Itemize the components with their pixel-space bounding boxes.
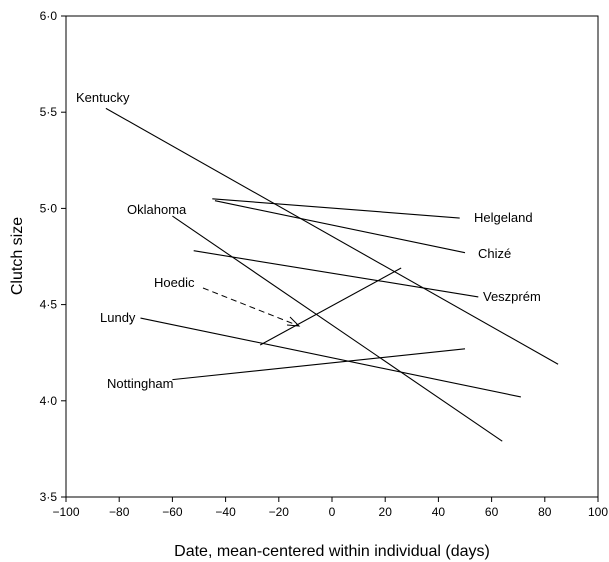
x-tick-label: 100 bbox=[588, 505, 608, 519]
series-line-chize bbox=[214, 200, 466, 254]
y-tick-label: 5·5 bbox=[40, 105, 58, 119]
y-tick-label: 5·0 bbox=[40, 201, 58, 215]
annotations bbox=[202, 287, 301, 327]
y-tick-label: 6·0 bbox=[40, 9, 58, 23]
series-line-oklahoma bbox=[172, 215, 503, 442]
series-label-nottingham: Nottingham bbox=[107, 376, 173, 391]
series-line-nottingham bbox=[172, 348, 466, 381]
series-line-lundy bbox=[140, 317, 521, 398]
series-line-hoedic bbox=[259, 267, 402, 346]
x-axis-title: Date, mean-centered within individual (d… bbox=[174, 543, 490, 560]
series-label-kentucky: Kentucky bbox=[76, 90, 130, 105]
y-axis: 3·5 4·0 4·5 5·0 5·5 6·0 bbox=[40, 9, 66, 504]
hoedic-arrow bbox=[202, 287, 300, 327]
x-tick-label: 80 bbox=[538, 505, 552, 519]
x-tick-label: 20 bbox=[379, 505, 393, 519]
x-tick-label: 60 bbox=[485, 505, 499, 519]
series-label-lundy: Lundy bbox=[100, 310, 136, 325]
x-tick-label: 40 bbox=[432, 505, 446, 519]
x-tick-label: −20 bbox=[269, 505, 290, 519]
series-label-helgeland: Helgeland bbox=[474, 210, 533, 225]
x-tick-label: −60 bbox=[162, 505, 183, 519]
series-line-veszprem bbox=[193, 250, 479, 298]
x-tick-label: −40 bbox=[215, 505, 236, 519]
series-lines bbox=[105, 107, 559, 442]
y-tick-label: 3·5 bbox=[40, 490, 58, 504]
x-tick-label: 0 bbox=[329, 505, 336, 519]
plot-area-frame bbox=[65, 15, 599, 498]
y-tick-label: 4·5 bbox=[40, 298, 58, 312]
series-line-kentucky bbox=[105, 107, 559, 365]
x-tick-label: −80 bbox=[109, 505, 130, 519]
x-axis: −100 −80 −60 −40 −20 0 20 40 60 80 100 bbox=[52, 497, 608, 519]
x-tick-label: −100 bbox=[52, 505, 79, 519]
hoedic-arrowhead bbox=[286, 316, 301, 327]
series-labels: Kentucky Helgeland Chizé Oklahoma Veszpr… bbox=[76, 90, 541, 391]
y-axis-title: Clutch size bbox=[9, 217, 26, 295]
series-line-helgeland bbox=[212, 198, 460, 219]
series-label-veszprem: Veszprém bbox=[483, 289, 541, 304]
series-label-hoedic: Hoedic bbox=[154, 275, 195, 290]
y-tick-label: 4·0 bbox=[40, 394, 58, 408]
series-label-chize: Chizé bbox=[478, 246, 511, 261]
series-label-oklahoma: Oklahoma bbox=[127, 202, 187, 217]
